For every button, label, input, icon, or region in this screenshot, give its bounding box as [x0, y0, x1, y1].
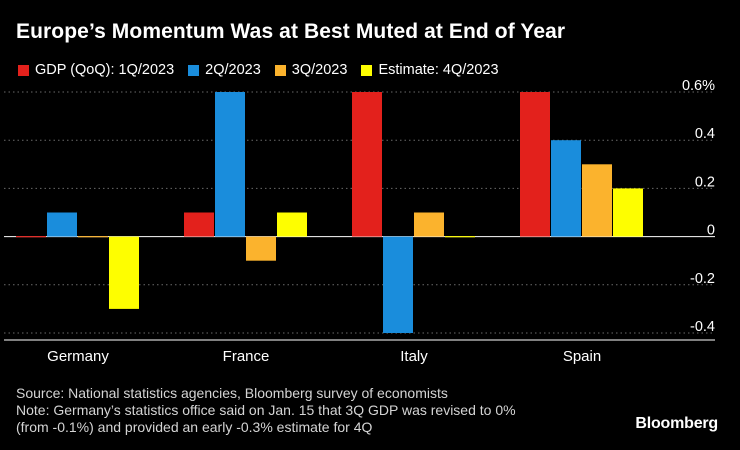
chart-title: Europe’s Momentum Was at Best Muted at E…: [16, 20, 566, 43]
bars-layer: [16, 92, 643, 333]
x-tick-label: Italy: [400, 348, 428, 365]
bloomberg-logo: Bloomberg: [635, 415, 718, 432]
legend-swatch-4q: [361, 64, 373, 76]
x-tick-label: Germany: [47, 348, 109, 365]
y-tick-label: 0.6%: [682, 78, 715, 94]
legend-label-3q: 3Q/2023: [291, 62, 348, 78]
bar-france-2: [215, 92, 245, 237]
bar-spain-3: [582, 164, 612, 237]
legend-label-2q: 2Q/2023: [205, 62, 261, 78]
bar-germany-3: [78, 236, 108, 238]
bar-spain-4: [613, 188, 643, 237]
bar-italy-4: [445, 236, 475, 238]
legend-item-3q: 3Q/2023: [274, 62, 348, 78]
legend-label-4q: Estimate: 4Q/2023: [378, 62, 499, 78]
legend-item-1q: GDP (QoQ): 1Q/2023: [18, 62, 174, 78]
legend-item-2q: 2Q/2023: [188, 62, 261, 78]
chart-legend: GDP (QoQ): 1Q/2023 2Q/2023 3Q/2023 Estim…: [18, 62, 513, 78]
note-text-line-1: Note: Germany’s statistics office said o…: [16, 402, 516, 418]
bar-spain-1: [520, 92, 550, 237]
bar-italy-3: [414, 212, 444, 237]
legend-label-1q: GDP (QoQ): 1Q/2023: [35, 62, 175, 78]
bar-france-1: [184, 212, 214, 237]
bar-spain-2: [551, 140, 581, 237]
source-text: Source: National statistics agencies, Bl…: [16, 385, 448, 401]
y-tick-label: -0.2: [690, 271, 715, 287]
x-tick-label: Spain: [563, 348, 601, 365]
y-tick-label: 0: [707, 223, 715, 239]
bar-italy-2: [383, 236, 413, 333]
legend-item-4q: Estimate: 4Q/2023: [361, 62, 499, 78]
bar-germany-2: [47, 212, 77, 237]
y-tick-label: -0.4: [690, 319, 715, 335]
chart-footer: Source: National statistics agencies, Bl…: [16, 385, 616, 436]
axis-layer: 0.6% 0.4 0.2 0 -0.2 -0.4 Germany France Italy Spa…: [4, 78, 715, 365]
y-tick-label: 0.2: [695, 174, 715, 190]
y-tick-label: 0.4: [695, 126, 715, 142]
legend-swatch-2q: [188, 64, 200, 76]
note-text-line-2: (from -0.1%) and provided an early -0.3%…: [16, 419, 373, 435]
legend-swatch-1q: [18, 64, 29, 76]
bar-germany-1: [16, 236, 46, 238]
bar-germany-4: [109, 236, 139, 309]
bar-france-4: [277, 212, 307, 237]
bar-france-3: [246, 236, 276, 261]
bar-chart: 0.6% 0.4 0.2 0 -0.2 -0.4 Germany France Italy Spa…: [4, 78, 715, 365]
bar-italy-1: [352, 92, 382, 237]
x-tick-label: France: [223, 348, 270, 365]
legend-swatch-3q: [274, 64, 286, 76]
